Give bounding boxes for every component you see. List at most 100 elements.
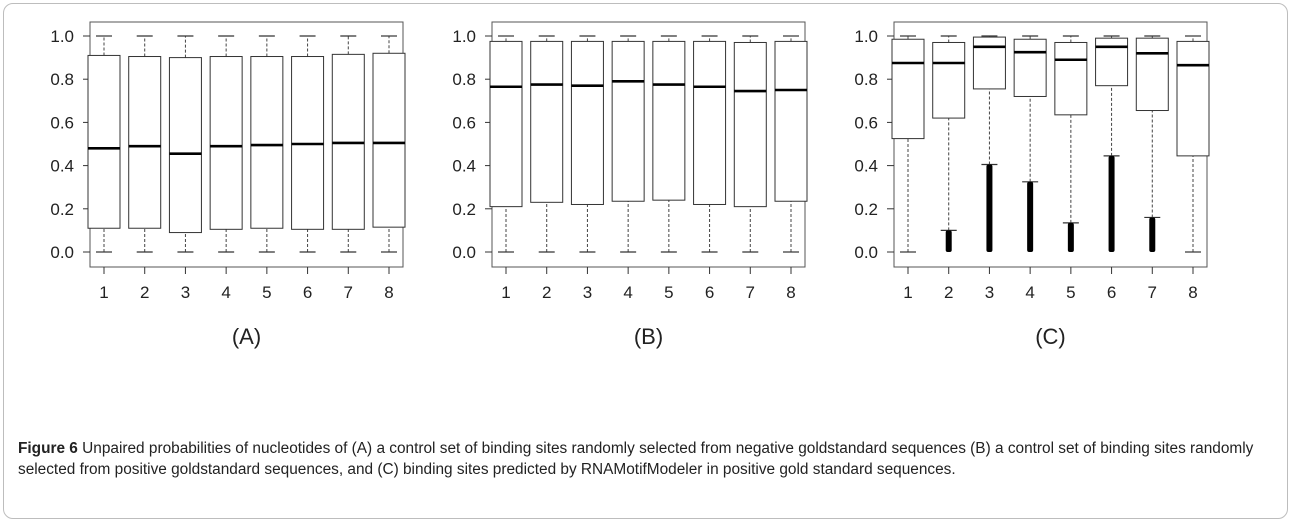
box-3: 3 (168, 35, 202, 302)
y-tick-label: 0.6 (452, 113, 476, 132)
panel-label: (C) (1035, 324, 1066, 349)
box-1: 1 (87, 35, 121, 302)
x-tick-label: 1 (501, 283, 510, 302)
box-6: 6 (1095, 35, 1129, 302)
x-tick-label: 3 (985, 283, 994, 302)
iqr-box (87, 54, 121, 229)
box-2: 2 (128, 35, 162, 302)
y-tick-label: 1.0 (50, 27, 74, 46)
box-8: 8 (1176, 35, 1210, 302)
panel-label: (A) (232, 324, 261, 349)
x-tick-label: 6 (1107, 283, 1116, 302)
iqr-box (372, 52, 406, 228)
box-7: 7 (331, 35, 365, 302)
y-tick-label: 0.4 (452, 157, 476, 176)
box-4: 4 (1013, 35, 1047, 302)
x-tick-label: 5 (1066, 283, 1075, 302)
iqr-box (128, 56, 162, 229)
y-tick-label: 0.2 (854, 200, 878, 219)
x-tick-label: 3 (583, 283, 592, 302)
outlier-band (1108, 155, 1115, 252)
iqr-box (774, 40, 808, 202)
box-4: 4 (209, 35, 243, 302)
box-1: 1 (891, 35, 925, 302)
outlier-band (1067, 222, 1074, 252)
outlier-band (986, 164, 993, 252)
y-tick-label: 0.0 (854, 243, 878, 262)
x-tick-label: 4 (221, 283, 230, 302)
y-tick-label: 0.6 (50, 113, 74, 132)
iqr-box (932, 41, 966, 119)
x-tick-label: 6 (303, 283, 312, 302)
iqr-box (1013, 38, 1047, 97)
iqr-box (570, 40, 604, 205)
x-tick-label: 8 (786, 283, 795, 302)
x-tick-label: 8 (384, 283, 393, 302)
iqr-box (972, 36, 1006, 90)
x-tick-label: 2 (944, 283, 953, 302)
box-6: 6 (693, 35, 727, 302)
panel-3: 0.0 0.2 0.4 0.6 0.8 1.0 1 2 3 4 5 6 7 8 (C) (854, 21, 1210, 349)
x-tick-label: 4 (1025, 283, 1034, 302)
iqr-box (530, 40, 564, 203)
iqr-box (168, 57, 202, 234)
y-tick-label: 1.0 (854, 27, 878, 46)
x-tick-label: 2 (140, 283, 149, 302)
x-tick-label: 7 (746, 283, 755, 302)
outlier-band (1149, 217, 1156, 252)
y-tick-label: 0.4 (854, 157, 878, 176)
box-6: 6 (291, 35, 325, 302)
x-tick-label: 5 (664, 283, 673, 302)
box-7: 7 (733, 35, 767, 302)
figure-caption: Figure 6 Unpaired probabilities of nucle… (18, 438, 1280, 480)
x-tick-label: 6 (705, 283, 714, 302)
x-tick-label: 4 (623, 283, 632, 302)
x-tick-label: 1 (903, 283, 912, 302)
panel-label: (B) (634, 324, 663, 349)
iqr-box (209, 56, 243, 230)
iqr-box (1176, 40, 1210, 157)
box-5: 5 (1054, 35, 1088, 302)
y-tick-label: 1.0 (452, 27, 476, 46)
iqr-box (891, 38, 925, 140)
box-2: 2 (530, 35, 564, 302)
x-tick-label: 5 (262, 283, 271, 302)
figure-plots: 0.00.20.40.60.81.01 2 3 4 5 6 7 8(A)0.00.20.40.… (50, 21, 1210, 349)
iqr-box (733, 41, 767, 208)
iqr-box (611, 40, 645, 202)
box-4: 4 (611, 35, 645, 302)
box-2: 2 (932, 35, 966, 302)
y-tick-label: 0.6 (854, 113, 878, 132)
iqr-box (652, 40, 686, 201)
y-tick-label: 0.8 (50, 70, 74, 89)
box-3: 3 (570, 35, 604, 302)
box-7: 7 (1135, 35, 1169, 302)
panel-1: 0.0 0.2 0.4 0.6 0.8 1.0 1 2 3 4 5 6 7 8 (A) (50, 21, 406, 349)
iqr-box (489, 40, 523, 208)
y-tick-label: 0.8 (452, 70, 476, 89)
figure-frame (3, 3, 1288, 519)
y-tick-label: 0.2 (50, 200, 74, 219)
caption-text: Unpaired probabilities of nucleotides of… (18, 440, 1254, 478)
caption-label: Figure 6 (18, 440, 78, 457)
y-tick-label: 0.4 (50, 157, 74, 176)
x-tick-label: 3 (181, 283, 190, 302)
iqr-box (693, 40, 727, 205)
box-8: 8 (372, 35, 406, 302)
y-tick-label: 0.0 (452, 243, 476, 262)
box-5: 5 (652, 35, 686, 302)
box-8: 8 (774, 35, 808, 302)
x-tick-label: 1 (99, 283, 108, 302)
iqr-box (250, 56, 284, 229)
iqr-box (1054, 41, 1088, 116)
box-1: 1 (489, 35, 523, 302)
y-tick-label: 0.8 (854, 70, 878, 89)
x-tick-label: 7 (1148, 283, 1157, 302)
y-tick-label: 0.0 (50, 243, 74, 262)
x-tick-label: 8 (1188, 283, 1197, 302)
outlier-band (1027, 181, 1034, 252)
iqr-box (1095, 37, 1129, 87)
iqr-box (1135, 37, 1169, 112)
x-tick-label: 7 (344, 283, 353, 302)
box-5: 5 (250, 35, 284, 302)
